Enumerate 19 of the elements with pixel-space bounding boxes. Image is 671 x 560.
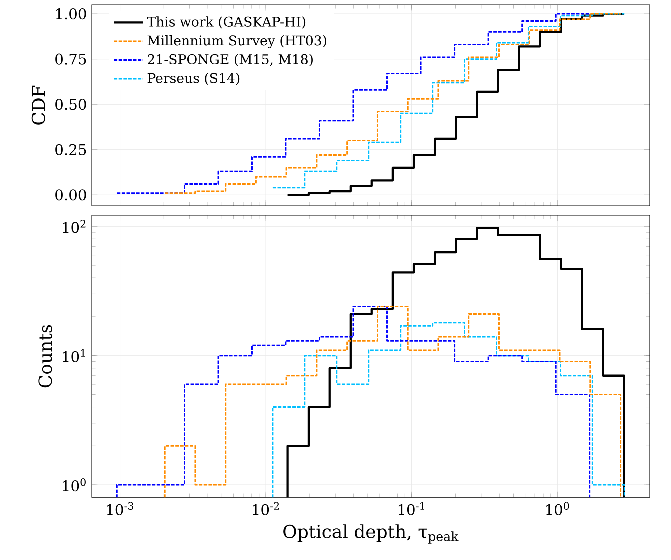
x-tick-label: 10$^{-2}$: [253, 502, 280, 516]
legend-label: This work (GASKAP-HI): [147, 16, 306, 29]
y-tick-label: 10$^{0}$: [63, 478, 86, 492]
y-tick-label: 10$^{2}$: [63, 220, 86, 234]
legend-label: Perseus (S14): [148, 73, 240, 86]
x-axis-title: Optical depth, τ$_{peak}$: [284, 524, 459, 544]
y-tick-label: 0.00: [56, 190, 86, 201]
x-tick-label: 10$^{0}$: [546, 502, 570, 516]
y-tick-label: 1.00: [56, 8, 86, 20]
y-tick-label: 0.25: [56, 144, 86, 156]
x-tick-label: 10$^{-1}$: [398, 502, 424, 516]
y-tick-label: 10$^{1}$: [63, 349, 86, 362]
x-tick-label: 10$^{-3}$: [107, 502, 134, 516]
y-axis-title: Counts: [38, 325, 52, 388]
y-tick-label: 0.50: [56, 99, 86, 110]
y-axis-title: CDF: [32, 86, 46, 125]
legend-label: 21-SPONGE (M15, M18): [148, 54, 313, 66]
y-tick-label: 0.75: [56, 54, 86, 65]
legend-label: Millennium Survey (HT03): [148, 35, 326, 49]
